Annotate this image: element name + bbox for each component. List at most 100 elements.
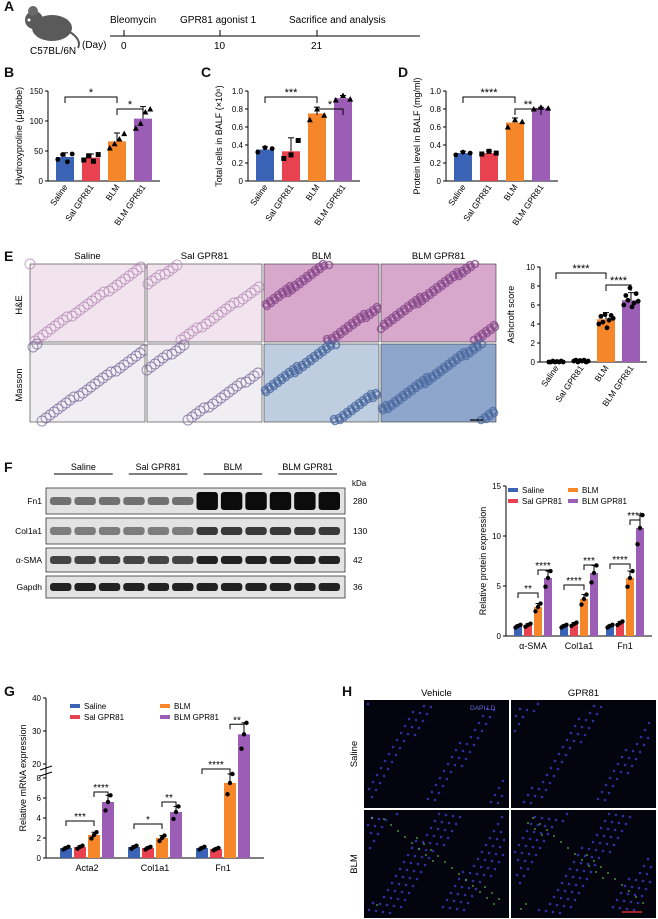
svg-text:Sacrifice and analysis: Sacrifice and analysis <box>289 15 386 26</box>
nucleus-dot <box>374 909 378 913</box>
nucleus-dot <box>455 907 459 911</box>
ld-signal-dot <box>541 834 543 836</box>
nucleus-dot <box>577 717 581 721</box>
blot-band <box>294 556 316 564</box>
nucleus-dot <box>647 721 651 725</box>
legend-label: BLM <box>582 486 599 495</box>
data-point <box>538 601 543 606</box>
data-point <box>65 159 70 165</box>
nucleus-dot <box>643 728 647 732</box>
tissue-texture <box>240 376 252 388</box>
nucleus-dot <box>529 801 533 805</box>
y-tick-label: 0.8 <box>430 105 442 114</box>
data-point <box>625 297 631 303</box>
tissue-texture <box>235 377 247 389</box>
tissue-texture <box>24 258 36 270</box>
y-tick-label: 0.4 <box>430 141 442 150</box>
nucleus-dot <box>609 835 613 839</box>
nucleus-dot <box>571 875 575 879</box>
tissue-texture <box>198 402 210 414</box>
y-tick-label: 0 <box>531 358 536 367</box>
tissue-texture <box>237 293 249 305</box>
data-point <box>635 542 640 547</box>
data-point <box>134 843 139 848</box>
tissue-texture <box>40 412 52 424</box>
data-point <box>629 304 635 310</box>
data-point <box>281 156 287 161</box>
western-blot: Saline Sal GPR81 BLM BLM GPR81 kDa Fn1 280 Col1… <box>15 462 367 599</box>
data-point <box>55 157 61 162</box>
data-point <box>512 116 518 123</box>
nucleus-dot <box>531 845 535 849</box>
data-point <box>255 149 261 155</box>
nucleus-dot <box>554 818 558 822</box>
tissue-texture <box>78 301 90 313</box>
nucleus-dot <box>437 791 441 795</box>
nucleus-dot <box>607 791 611 795</box>
nucleus-dot <box>424 848 428 852</box>
svg-text:GPR81 agonist 1: GPR81 agonist 1 <box>180 15 257 26</box>
nucleus-dot <box>518 881 522 885</box>
legend-swatch <box>70 704 80 708</box>
nucleus-dot <box>466 901 470 905</box>
nucleus-dot <box>611 784 615 788</box>
histology-column-label: BLM <box>312 251 332 262</box>
nucleus-dot <box>638 750 642 754</box>
y-tick-label: 2 <box>37 834 42 843</box>
tissue-texture <box>378 405 388 415</box>
nucleus-dot <box>472 743 476 747</box>
nucleus-dot <box>592 704 596 708</box>
nucleus-dot <box>606 827 610 831</box>
blot-band <box>123 583 145 591</box>
nucleus-dot <box>546 832 550 836</box>
blot-band <box>172 527 194 535</box>
nucleus-dot <box>386 767 390 771</box>
nucleus-dot <box>449 891 453 895</box>
nucleus-dot <box>538 846 542 850</box>
significance-label: * <box>128 99 133 111</box>
data-point <box>610 315 616 321</box>
nucleus-dot <box>443 828 447 832</box>
nucleus-dot <box>528 837 532 841</box>
nucleus-dot <box>544 788 548 792</box>
tissue-texture <box>53 317 65 329</box>
nucleus-dot <box>479 865 483 869</box>
tissue-texture <box>233 296 245 308</box>
tissue-texture <box>159 268 171 280</box>
nucleus-dot <box>607 812 611 816</box>
tissue-texture <box>461 351 471 361</box>
nucleus-dot <box>591 840 595 844</box>
nucleus-dot <box>387 752 391 756</box>
tissue-texture <box>186 411 198 423</box>
data-point <box>239 746 244 751</box>
data-point <box>627 285 633 291</box>
nucleus-dot <box>603 819 607 823</box>
nucleus-dot <box>434 783 438 787</box>
nucleus-dot <box>497 786 501 790</box>
nucleus-dot <box>474 887 478 891</box>
nucleus-dot <box>598 841 602 845</box>
data-point <box>332 97 339 103</box>
y-tick-label: 8 <box>531 282 536 291</box>
y-tick-label: 15 <box>492 482 501 491</box>
tissue-texture <box>135 261 147 273</box>
tissue-texture <box>178 339 190 351</box>
bar-blm <box>580 599 588 636</box>
blot-band <box>172 497 194 505</box>
nucleus-dot <box>418 711 422 715</box>
data-point <box>594 563 599 568</box>
blot-band <box>123 556 145 564</box>
tissue-image <box>263 263 380 343</box>
blot-band <box>172 556 194 564</box>
nucleus-dot <box>566 897 570 901</box>
nucleus-dot <box>480 729 484 733</box>
significance-label: ** <box>233 715 241 726</box>
nucleus-dot <box>624 822 628 826</box>
y-tick-label: 1.0 <box>232 87 244 96</box>
nucleus-dot <box>367 908 371 912</box>
chart-protein-expression: 0 5 10 15 Relative protein expression α-SMA Co… <box>478 482 652 651</box>
tissue-texture <box>227 383 239 395</box>
nucleus-dot <box>421 719 425 723</box>
ld-signal-dot <box>520 908 522 910</box>
data-point <box>627 575 633 581</box>
